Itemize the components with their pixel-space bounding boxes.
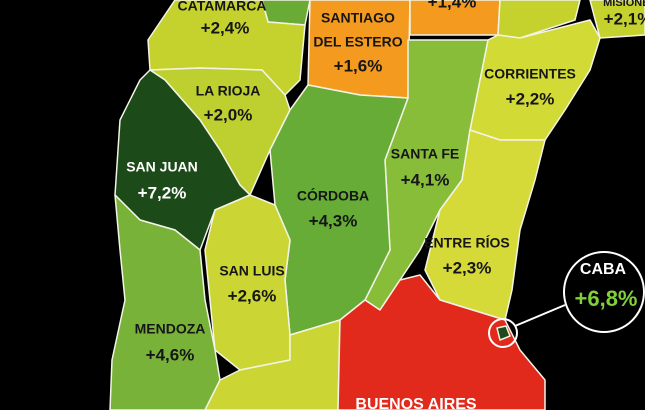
caba-callout [563, 251, 645, 333]
region-name: CORRIENTES [484, 66, 576, 82]
region-value: +1,4% [428, 0, 477, 11]
region-buenos-aires [337, 274, 546, 410]
region-value: +4,6% [146, 345, 195, 364]
region-name: MISIONES [603, 0, 645, 9]
region-value: +2,1% [604, 9, 645, 28]
region-value: +6,8% [575, 286, 638, 311]
region-misiones [589, 0, 645, 39]
region-name: SANTA FE [391, 146, 459, 162]
region-top-green [261, 0, 311, 26]
region-value: +2,6% [228, 286, 277, 305]
region-value: +2,4% [201, 18, 250, 37]
region-caba [496, 325, 511, 341]
region-value: +4,1% [401, 170, 450, 189]
region-name: LA RIOJA [196, 83, 261, 99]
region-san-juan [114, 69, 251, 251]
region-value: +2,3% [443, 258, 492, 277]
region-name: BUENOS AIRES [355, 396, 477, 410]
region-value: +2,2% [506, 89, 555, 108]
region-value: +7,2% [138, 183, 187, 202]
caba-leader [514, 304, 566, 327]
region-value: +4,3% [309, 211, 358, 230]
region-value: +2,0% [204, 105, 253, 124]
region-san-luis [204, 194, 291, 371]
region-name: DEL ESTERO [313, 34, 402, 50]
region-la-pampa [204, 319, 341, 410]
region-name: MENDOZA [135, 321, 206, 337]
region-name: SANTIAGO [321, 10, 395, 26]
region-value: +1,6% [334, 56, 383, 75]
region-name: CÓRDOBA [297, 187, 369, 204]
region-name: SAN LUIS [219, 263, 284, 279]
region-name: CABA [580, 261, 627, 278]
region-name: ENTRE RÍOS [424, 235, 510, 251]
region-name: SAN JUAN [126, 159, 198, 175]
region-name: CATAMARCA [178, 0, 267, 14]
region-formosa [497, 0, 581, 39]
caba-marker [488, 318, 518, 348]
region-entre-rios [424, 129, 546, 321]
